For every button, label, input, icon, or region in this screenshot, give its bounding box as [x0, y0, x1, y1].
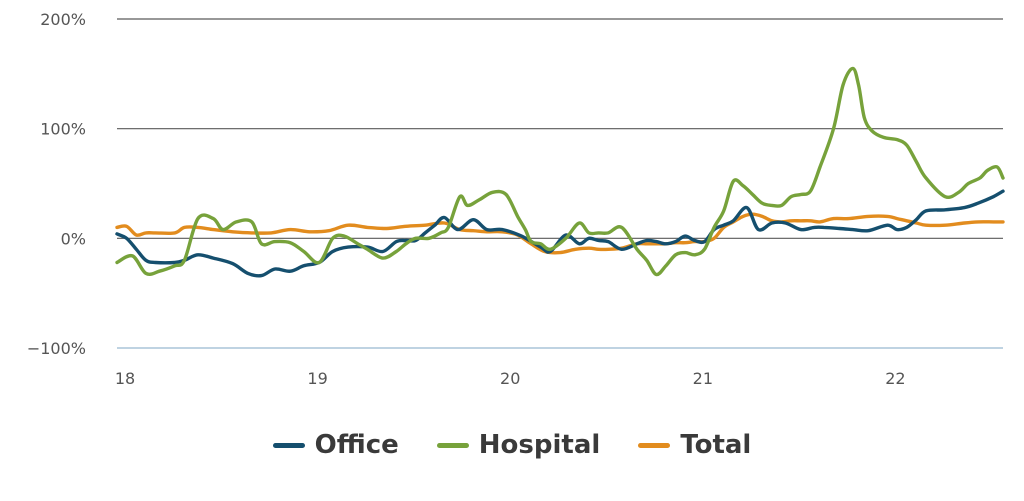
legend-label-office: Office	[314, 430, 399, 460]
y-tick-label: 0%	[61, 229, 86, 248]
legend-item-hospital: Hospital	[436, 430, 601, 460]
y-axis-tick-labels: 200% 100% 0% −100%	[27, 10, 86, 358]
legend-item-total: Total	[638, 430, 751, 460]
x-tick-label: 19	[307, 369, 327, 388]
legend-label-hospital: Hospital	[478, 430, 601, 460]
y-tick-label: 100%	[40, 120, 86, 139]
y-tick-label: 200%	[40, 10, 86, 29]
series-line-hospital	[115, 66, 1005, 277]
legend-item-office: Office	[272, 430, 399, 460]
legend: Office Hospital Total	[0, 430, 1024, 460]
legend-swatch-hospital	[436, 442, 469, 448]
x-tick-label: 20	[500, 369, 520, 388]
x-tick-label: 18	[115, 369, 135, 388]
y-tick-label: −100%	[27, 339, 86, 358]
x-axis-tick-labels: 18 19 20 21 22	[115, 369, 906, 388]
x-tick-label: 21	[693, 369, 713, 388]
line-chart: 200% 100% 0% −100% 18 19 20 21 22	[27, 10, 1005, 388]
legend-swatch-total	[638, 442, 671, 448]
x-tick-label: 22	[885, 369, 905, 388]
legend-swatch-office	[272, 442, 305, 448]
legend-label-total: Total	[680, 430, 752, 460]
grid-lines	[117, 18, 1003, 349]
series-line-office	[115, 189, 1005, 278]
series-lines	[115, 66, 1005, 278]
